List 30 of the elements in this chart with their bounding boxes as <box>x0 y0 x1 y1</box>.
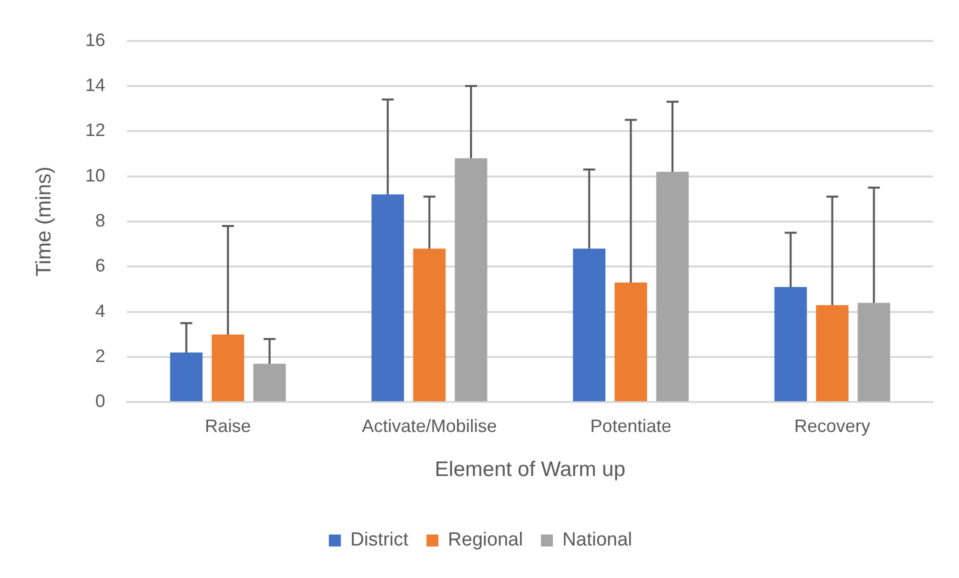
bar <box>656 172 689 402</box>
bar <box>858 302 890 402</box>
y-tick-label: 14 <box>85 74 106 95</box>
bar <box>614 282 648 402</box>
legend-label: District <box>350 530 410 551</box>
bar <box>816 305 849 402</box>
y-axis-title: Time (mins) <box>32 166 56 277</box>
y-tick-label: 6 <box>95 256 106 276</box>
y-tick-label: 16 <box>85 30 106 50</box>
x-tick-label: Potentiate <box>590 416 672 436</box>
legend-label: Regional <box>448 530 523 551</box>
bar <box>413 248 446 402</box>
bar <box>774 287 807 402</box>
bar <box>170 352 203 402</box>
bar <box>212 334 244 402</box>
y-tick-label: 12 <box>85 120 106 140</box>
bar <box>572 248 606 402</box>
y-tick-label: 2 <box>95 346 106 366</box>
y-tick-label: 4 <box>95 300 106 321</box>
y-tick-label: 0 <box>95 391 106 412</box>
legend-label: National <box>562 530 632 551</box>
x-tick-label: Recovery <box>794 416 870 436</box>
bar <box>372 194 404 402</box>
bar <box>454 158 488 402</box>
x-tick-label: Raise <box>204 416 251 436</box>
y-tick-label: 10 <box>85 165 106 186</box>
y-tick-label: 8 <box>95 210 106 230</box>
x-tick-label: Activate/Mobilise <box>362 416 497 436</box>
x-axis-title: Element of Warm up <box>434 458 626 482</box>
bar <box>253 364 286 402</box>
